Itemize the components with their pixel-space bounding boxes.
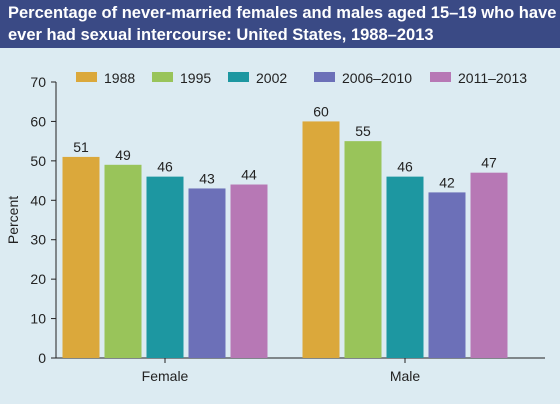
bar bbox=[230, 184, 268, 358]
bar bbox=[146, 176, 184, 358]
legend-swatch bbox=[76, 72, 97, 82]
bar-value-label: 46 bbox=[157, 159, 173, 175]
x-category-label: Female bbox=[142, 368, 189, 384]
bar-chart: 0 10 20 30 40 50 60 70 Percent 51 49 46 43 44 Female 60… bbox=[5, 70, 545, 384]
y-tick-label: 0 bbox=[38, 350, 46, 366]
chart-panel: 0 10 20 30 40 50 60 70 Percent 51 49 46 43 44 Female 60… bbox=[0, 48, 560, 404]
y-tick-label: 20 bbox=[30, 271, 46, 287]
bar-value-label: 44 bbox=[241, 167, 257, 183]
bar-value-label: 60 bbox=[313, 103, 329, 119]
bar-value-label: 51 bbox=[73, 139, 89, 155]
y-tick-label: 50 bbox=[30, 153, 46, 169]
y-tick-label: 60 bbox=[30, 113, 46, 129]
bar bbox=[428, 192, 466, 358]
bar bbox=[344, 141, 382, 358]
bar bbox=[188, 188, 226, 358]
title-bar: Percentage of never-married females and … bbox=[0, 0, 560, 48]
legend-label: 1995 bbox=[180, 70, 211, 86]
y-tick-label: 40 bbox=[30, 192, 46, 208]
y-axis-title: Percent bbox=[5, 196, 21, 244]
bar bbox=[470, 172, 508, 358]
y-tick-label: 70 bbox=[30, 74, 46, 90]
bar-value-label: 43 bbox=[199, 170, 215, 186]
legend-swatch bbox=[430, 72, 451, 82]
y-tick-label: 10 bbox=[30, 311, 46, 327]
bar bbox=[386, 176, 424, 358]
bar-value-label: 55 bbox=[355, 123, 371, 139]
legend-swatch bbox=[314, 72, 335, 82]
x-category-label: Male bbox=[390, 368, 421, 384]
bar-value-label: 42 bbox=[439, 174, 455, 190]
bar-value-label: 46 bbox=[397, 159, 413, 175]
bar bbox=[62, 156, 100, 358]
bar-value-label: 49 bbox=[115, 147, 131, 163]
y-tick-label: 30 bbox=[30, 232, 46, 248]
legend-label: 2011–2013 bbox=[458, 70, 527, 86]
legend-swatch bbox=[152, 72, 173, 82]
legend-swatch bbox=[228, 72, 249, 82]
bar bbox=[104, 164, 142, 358]
chart-title-line-1: Percentage of never-married females and … bbox=[8, 4, 557, 22]
bar-value-label: 47 bbox=[481, 155, 497, 171]
legend-label: 1988 bbox=[104, 70, 135, 86]
legend-label: 2006–2010 bbox=[342, 70, 412, 86]
legend-label: 2002 bbox=[256, 70, 287, 86]
bar bbox=[302, 121, 340, 358]
chart-title-line-2: ever had sexual intercourse: United Stat… bbox=[8, 26, 434, 44]
